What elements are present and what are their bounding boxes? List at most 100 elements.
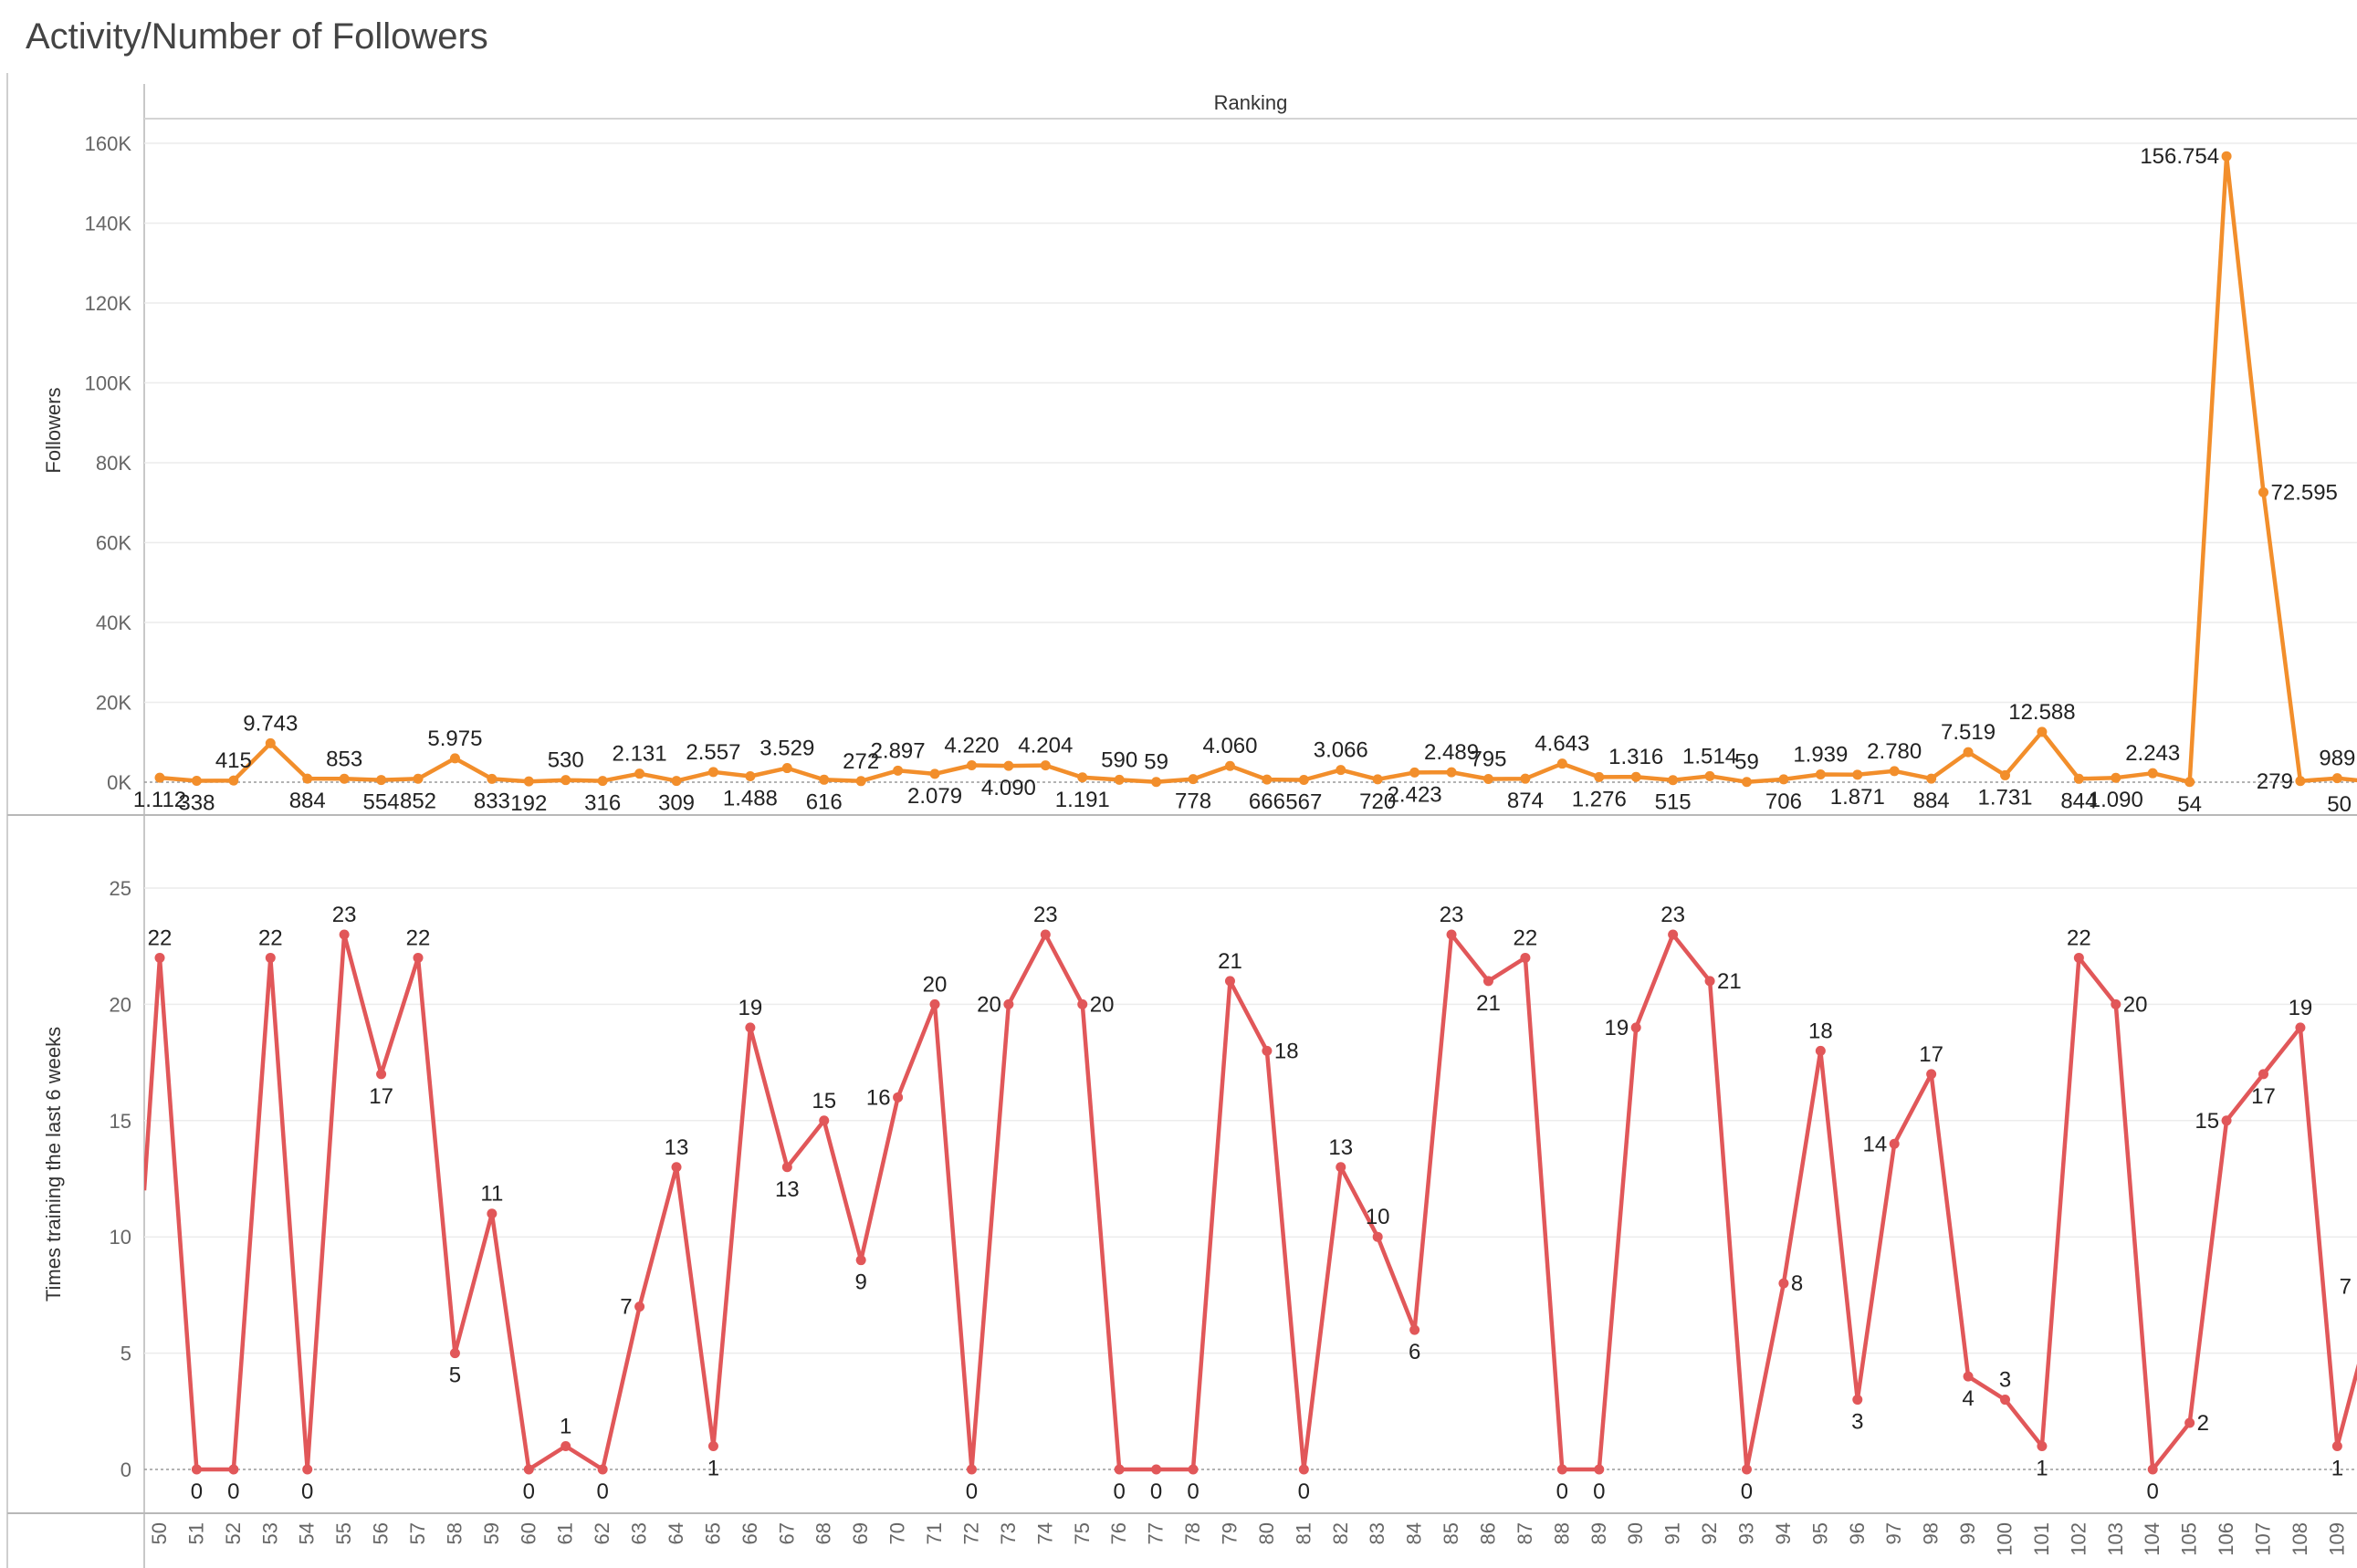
data-label: 192 [510,791,547,816]
x-tick-label: 90 [1624,1522,1647,1544]
data-label: 9.743 [243,711,298,736]
data-label: 0 [1593,1479,1605,1504]
column-header: Ranking [1214,91,1288,114]
data-point [2184,777,2195,788]
data-point [1336,1162,1346,1173]
data-point [191,1464,202,1475]
data-label: 884 [289,789,326,813]
data-point [634,1301,645,1312]
x-tick-label: 54 [296,1522,319,1544]
x-tick-label: 93 [1734,1522,1757,1544]
x-tick-label: 97 [1882,1522,1905,1544]
data-point [1704,770,1715,781]
y-tick-label: 5 [120,1343,131,1365]
data-label: 778 [1175,789,1211,814]
y-tick-label: 60K [96,532,131,555]
data-point [2331,1441,2342,1452]
data-label: 23 [332,903,357,927]
data-label: 23 [1033,903,1058,927]
data-point [1926,1069,1937,1080]
data-point [1556,1464,1567,1475]
data-point [302,1464,313,1475]
data-point [1630,1022,1641,1033]
data-point [781,1162,792,1173]
data-point [819,774,830,785]
data-point [376,1069,387,1080]
data-label: 874 [1507,789,1544,813]
data-label: 5 [449,1364,461,1388]
data-point [893,765,904,776]
x-tick-label: 52 [222,1522,245,1544]
data-label: 0 [227,1479,239,1504]
x-tick-label: 77 [1145,1522,1168,1544]
data-point [1114,1464,1125,1475]
data-label: 554 [363,790,400,815]
x-tick-label: 102 [2067,1522,2090,1556]
x-tick-label: 67 [775,1522,798,1544]
data-point [2000,769,2010,780]
data-point [2073,773,2084,784]
data-point [671,776,682,787]
data-point [1815,769,1826,780]
data-point [1852,1395,1863,1406]
data-label: 0 [1556,1479,1568,1504]
data-point [2073,952,2084,963]
x-tick-label: 62 [591,1522,613,1544]
data-label: 22 [406,925,431,950]
data-point [1151,1464,1162,1475]
data-point [929,768,940,779]
data-label: 54 [2177,792,2202,817]
data-label: 17 [1919,1042,1943,1067]
data-label: 4.090 [981,776,1036,800]
data-label: 3.066 [1314,738,1368,763]
data-label: 2.243 [2125,741,2180,766]
data-point [929,998,940,1009]
data-label: 666 [1249,789,1285,814]
data-point [1446,767,1457,778]
data-label: 0 [2147,1479,2159,1504]
data-label: 2.780 [1867,739,1922,764]
x-tick-label: 83 [1366,1522,1388,1544]
data-point [2221,1115,2232,1126]
y-tick-label: 20K [96,692,131,715]
data-point [1889,1138,1900,1149]
data-label: 338 [178,791,215,816]
x-tick-label: 85 [1440,1522,1462,1544]
data-label: 17 [369,1084,393,1109]
data-label: 1 [2036,1457,2048,1481]
data-point [2258,1069,2269,1080]
data-point [855,1255,866,1266]
x-tick-label: 51 [184,1522,207,1544]
x-tick-label: 101 [2030,1522,2053,1556]
data-point [1963,747,1974,758]
data-label: 0 [1187,1479,1199,1504]
x-tick-label: 53 [258,1522,281,1544]
data-label: 0 [523,1479,535,1504]
data-label: 2 [2197,1411,2209,1436]
data-label: 59 [1144,750,1168,775]
data-point [671,1162,682,1173]
data-label: 13 [1328,1135,1353,1160]
data-point [1594,771,1605,782]
x-tick-label: 69 [849,1522,872,1544]
x-tick-label: 61 [554,1522,577,1544]
data-point [1336,765,1346,776]
data-label: 616 [806,789,843,814]
data-point [1262,1045,1273,1056]
data-label: 706 [1765,789,1802,814]
data-point [1520,773,1531,784]
data-label: 17 [2251,1084,2276,1109]
data-point [1704,976,1715,987]
data-point [745,1022,756,1033]
data-point [781,763,792,774]
x-tick-label: 56 [370,1522,393,1544]
x-tick-label: 78 [1181,1522,1204,1544]
data-label: 0 [596,1479,608,1504]
data-label: 5.975 [427,727,482,751]
x-tick-label: 86 [1476,1522,1499,1544]
data-label: 0 [1298,1479,1310,1504]
data-label: 3.529 [759,737,814,761]
data-label: 21 [1218,949,1242,974]
